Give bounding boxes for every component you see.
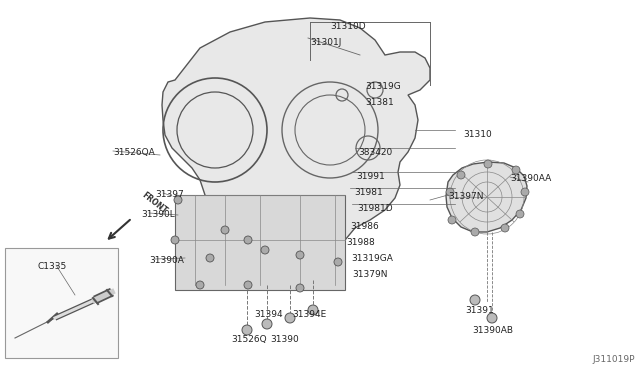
Bar [5,248,118,358]
Circle shape [296,251,304,259]
Circle shape [262,319,272,329]
Text: 31526Q: 31526Q [231,335,267,344]
Circle shape [261,246,269,254]
Circle shape [242,325,252,335]
Text: C1335: C1335 [38,262,67,271]
Circle shape [244,281,252,289]
Circle shape [512,166,520,174]
Text: 31310D: 31310D [330,22,365,31]
Circle shape [470,295,480,305]
Text: 31390AB: 31390AB [472,326,513,335]
Polygon shape [162,18,430,288]
Text: FRONT: FRONT [140,191,169,216]
Circle shape [484,160,492,168]
Text: 31381: 31381 [365,98,394,107]
Circle shape [501,224,509,232]
Text: 31390AA: 31390AA [510,174,551,183]
Text: 31319GA: 31319GA [351,254,393,263]
Circle shape [174,196,182,204]
Circle shape [446,188,454,196]
Circle shape [521,188,529,196]
Text: 31319G: 31319G [365,82,401,91]
Text: 383420: 383420 [358,148,392,157]
Text: 31394: 31394 [254,310,283,319]
Circle shape [516,210,524,218]
Text: 31986: 31986 [350,222,379,231]
Circle shape [448,216,456,224]
Text: 31526QA: 31526QA [113,148,155,157]
Text: 31988: 31988 [346,238,375,247]
Text: 31379N: 31379N [352,270,387,279]
Circle shape [471,228,479,236]
Circle shape [221,226,229,234]
Polygon shape [175,195,345,290]
Text: 31390L: 31390L [141,210,175,219]
Circle shape [308,305,318,315]
Text: 31390A: 31390A [149,256,184,265]
Circle shape [244,236,252,244]
Circle shape [196,281,204,289]
Circle shape [334,258,342,266]
Text: 31397N: 31397N [448,192,483,201]
Polygon shape [446,162,527,232]
Text: J311019P: J311019P [593,355,635,364]
Text: 31394E: 31394E [292,310,326,319]
Circle shape [487,313,497,323]
Text: 31391: 31391 [465,306,493,315]
Circle shape [171,236,179,244]
Text: 31301J: 31301J [310,38,341,47]
Circle shape [296,284,304,292]
Text: 31981: 31981 [354,188,383,197]
Text: 31397: 31397 [155,190,184,199]
Circle shape [206,254,214,262]
Text: 31390: 31390 [270,335,299,344]
Circle shape [457,171,465,179]
Text: 31310: 31310 [463,130,492,139]
Text: 31981D: 31981D [357,204,392,213]
Circle shape [285,313,295,323]
Text: 31991: 31991 [356,172,385,181]
